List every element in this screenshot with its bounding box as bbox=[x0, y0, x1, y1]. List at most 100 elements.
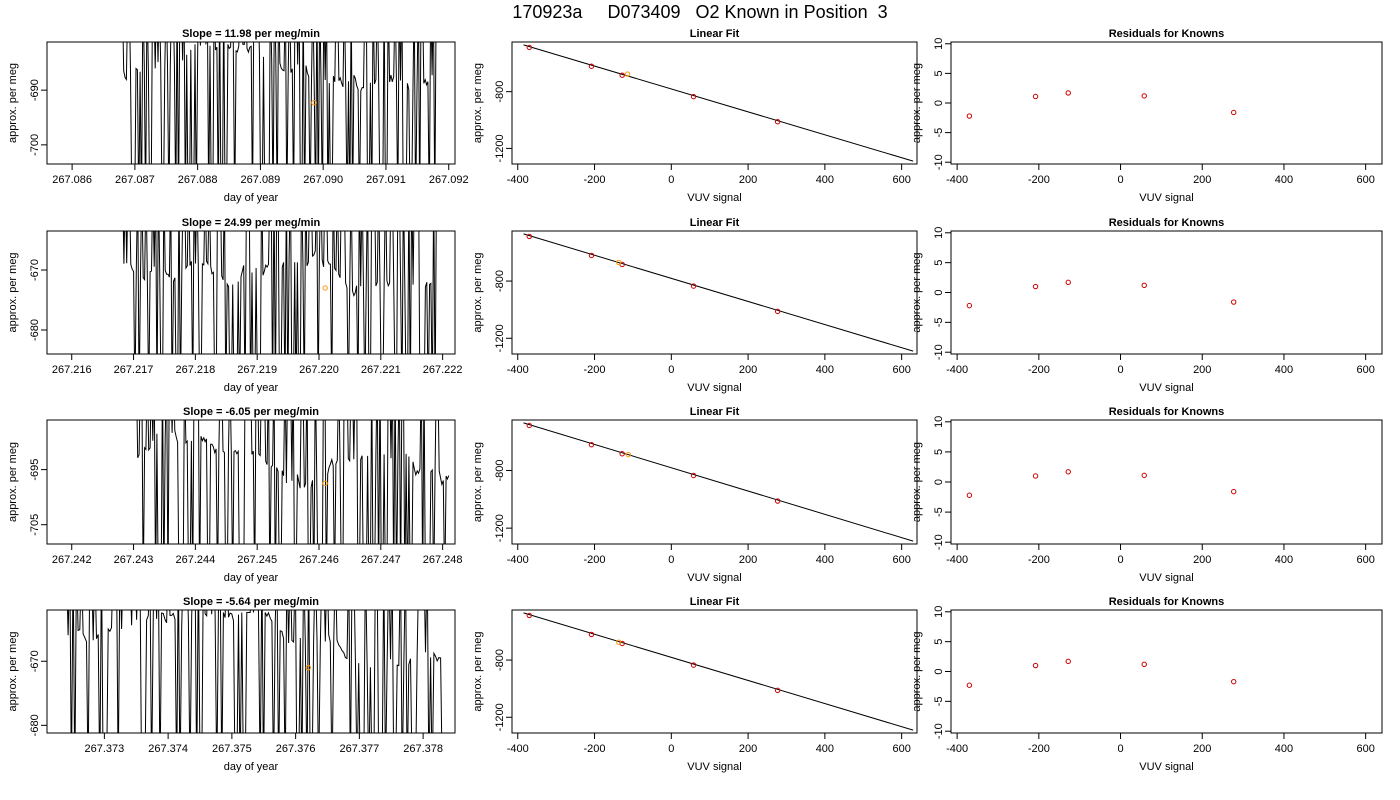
x-tick-label: 200 bbox=[739, 174, 757, 186]
y-tick-label: -10 bbox=[933, 344, 945, 360]
plot-area bbox=[136, 420, 450, 544]
plot-area bbox=[122, 231, 437, 354]
plot-frame bbox=[950, 230, 1383, 355]
panel-title: Linear Fit bbox=[690, 28, 740, 40]
x-tick-label: 600 bbox=[1356, 364, 1374, 376]
x-tick-label: 400 bbox=[1275, 174, 1293, 186]
x-tick-label: 0 bbox=[668, 174, 674, 186]
plot-area bbox=[966, 469, 1237, 498]
x-tick-label: 267.243 bbox=[114, 554, 154, 566]
known-point bbox=[526, 44, 532, 51]
current-point bbox=[616, 639, 622, 645]
x-tick-label: 267.089 bbox=[241, 174, 281, 186]
panel-title: Linear Fit bbox=[690, 217, 740, 229]
x-tick-label: 400 bbox=[1275, 364, 1293, 376]
known-point bbox=[774, 498, 781, 504]
x-axis-label: VUV signal bbox=[1139, 382, 1193, 394]
series-line bbox=[122, 42, 437, 164]
y-axis-label: approx. per meg bbox=[472, 63, 484, 143]
y-tick-label: -800 bbox=[494, 81, 506, 103]
y-tick-label: -10 bbox=[933, 534, 945, 550]
timeseries-panel: Slope = -5.64 per meg/min 267.373 267.374 2… bbox=[7, 596, 456, 773]
x-tick-label: 200 bbox=[1193, 174, 1211, 186]
residual-point bbox=[1231, 678, 1237, 685]
x-tick-label: -200 bbox=[584, 554, 606, 566]
x-tick-label: 267.090 bbox=[303, 174, 343, 186]
x-tick-label: -200 bbox=[1028, 554, 1050, 566]
panel-title: Linear Fit bbox=[690, 596, 740, 608]
y-tick-label: -5 bbox=[933, 507, 945, 517]
current-point bbox=[322, 480, 328, 487]
x-axis-label: day of year bbox=[224, 761, 279, 773]
y-tick-label: 10 bbox=[933, 606, 945, 618]
plot-area bbox=[523, 44, 914, 162]
panel-title: Slope = 24.99 per meg/min bbox=[182, 217, 321, 229]
residual-point bbox=[1231, 109, 1237, 116]
y-tick-label: -690 bbox=[29, 79, 41, 101]
y-tick-label: -1200 bbox=[494, 514, 506, 542]
y-tick-label: -1200 bbox=[494, 134, 506, 162]
known-point bbox=[526, 612, 532, 619]
y-axis-label: approx. per meg bbox=[911, 442, 923, 522]
x-tick-label: 267.216 bbox=[52, 364, 92, 376]
residual-point bbox=[1032, 662, 1039, 669]
y-tick-label: -705 bbox=[29, 514, 41, 536]
panel-title: Residuals for Knowns bbox=[1109, 28, 1225, 40]
x-tick-label: -400 bbox=[507, 364, 529, 376]
x-tick-label: 0 bbox=[668, 554, 674, 566]
residual-point bbox=[966, 302, 973, 309]
plot-frame bbox=[46, 230, 456, 355]
page-title: 170923a D073409 O2 Known in Position 3 bbox=[512, 2, 888, 22]
x-tick-label: 200 bbox=[1193, 554, 1211, 566]
x-tick-label: 267.086 bbox=[52, 174, 92, 186]
x-tick-label: 600 bbox=[892, 364, 910, 376]
plot-area bbox=[966, 279, 1237, 309]
known-point bbox=[690, 472, 697, 479]
y-tick-label: -800 bbox=[494, 270, 506, 292]
y-axis-label: approx. per meg bbox=[7, 63, 19, 143]
y-axis-label: approx. per meg bbox=[911, 63, 923, 143]
y-axis-label: approx. per meg bbox=[911, 252, 923, 332]
plot-area bbox=[966, 90, 1237, 119]
known-point bbox=[588, 631, 595, 638]
fit-panel: Linear Fit -400 -200 0 200 400 600 -800 -1200 VUV… bbox=[472, 596, 918, 773]
fit-line bbox=[523, 422, 914, 542]
panel-title: Linear Fit bbox=[690, 406, 740, 418]
x-tick-label: 0 bbox=[1117, 743, 1123, 755]
y-axis-label: approx. per meg bbox=[7, 252, 19, 332]
current-point bbox=[322, 285, 328, 291]
residual-point bbox=[1032, 283, 1039, 290]
plot-frame bbox=[511, 609, 918, 734]
panel-title: Residuals for Knowns bbox=[1109, 217, 1225, 229]
y-tick-label: -5 bbox=[933, 317, 945, 327]
x-axis-label: VUV signal bbox=[687, 572, 741, 584]
x-tick-label: 200 bbox=[739, 364, 757, 376]
plot-frame bbox=[511, 230, 918, 355]
residual-point bbox=[966, 682, 973, 688]
known-point bbox=[774, 308, 781, 315]
plot-frame bbox=[46, 41, 456, 165]
y-tick-label: -670 bbox=[29, 650, 41, 672]
residual-point bbox=[1032, 93, 1039, 100]
x-tick-label: 267.375 bbox=[212, 743, 252, 755]
residual-point bbox=[1231, 488, 1237, 495]
x-tick-label: 400 bbox=[816, 364, 834, 376]
known-point bbox=[619, 640, 625, 647]
known-point bbox=[690, 283, 697, 289]
x-tick-label: -200 bbox=[584, 364, 606, 376]
x-tick-label: 0 bbox=[668, 364, 674, 376]
y-tick-label: -680 bbox=[29, 319, 41, 341]
x-tick-label: -200 bbox=[584, 174, 606, 186]
x-tick-label: 600 bbox=[1356, 554, 1374, 566]
y-axis-label: approx. per meg bbox=[7, 442, 19, 522]
x-tick-label: 0 bbox=[1117, 554, 1123, 566]
residual-point bbox=[1231, 299, 1237, 305]
x-axis-label: VUV signal bbox=[1139, 572, 1193, 584]
x-tick-label: 267.373 bbox=[84, 743, 124, 755]
x-tick-label: 400 bbox=[1275, 743, 1293, 755]
panel-title: Slope = 11.98 per meg/min bbox=[182, 28, 320, 40]
x-tick-label: -400 bbox=[507, 174, 529, 186]
residual-point bbox=[1065, 469, 1071, 475]
x-tick-label: -400 bbox=[507, 743, 529, 755]
plot-frame bbox=[46, 609, 456, 734]
